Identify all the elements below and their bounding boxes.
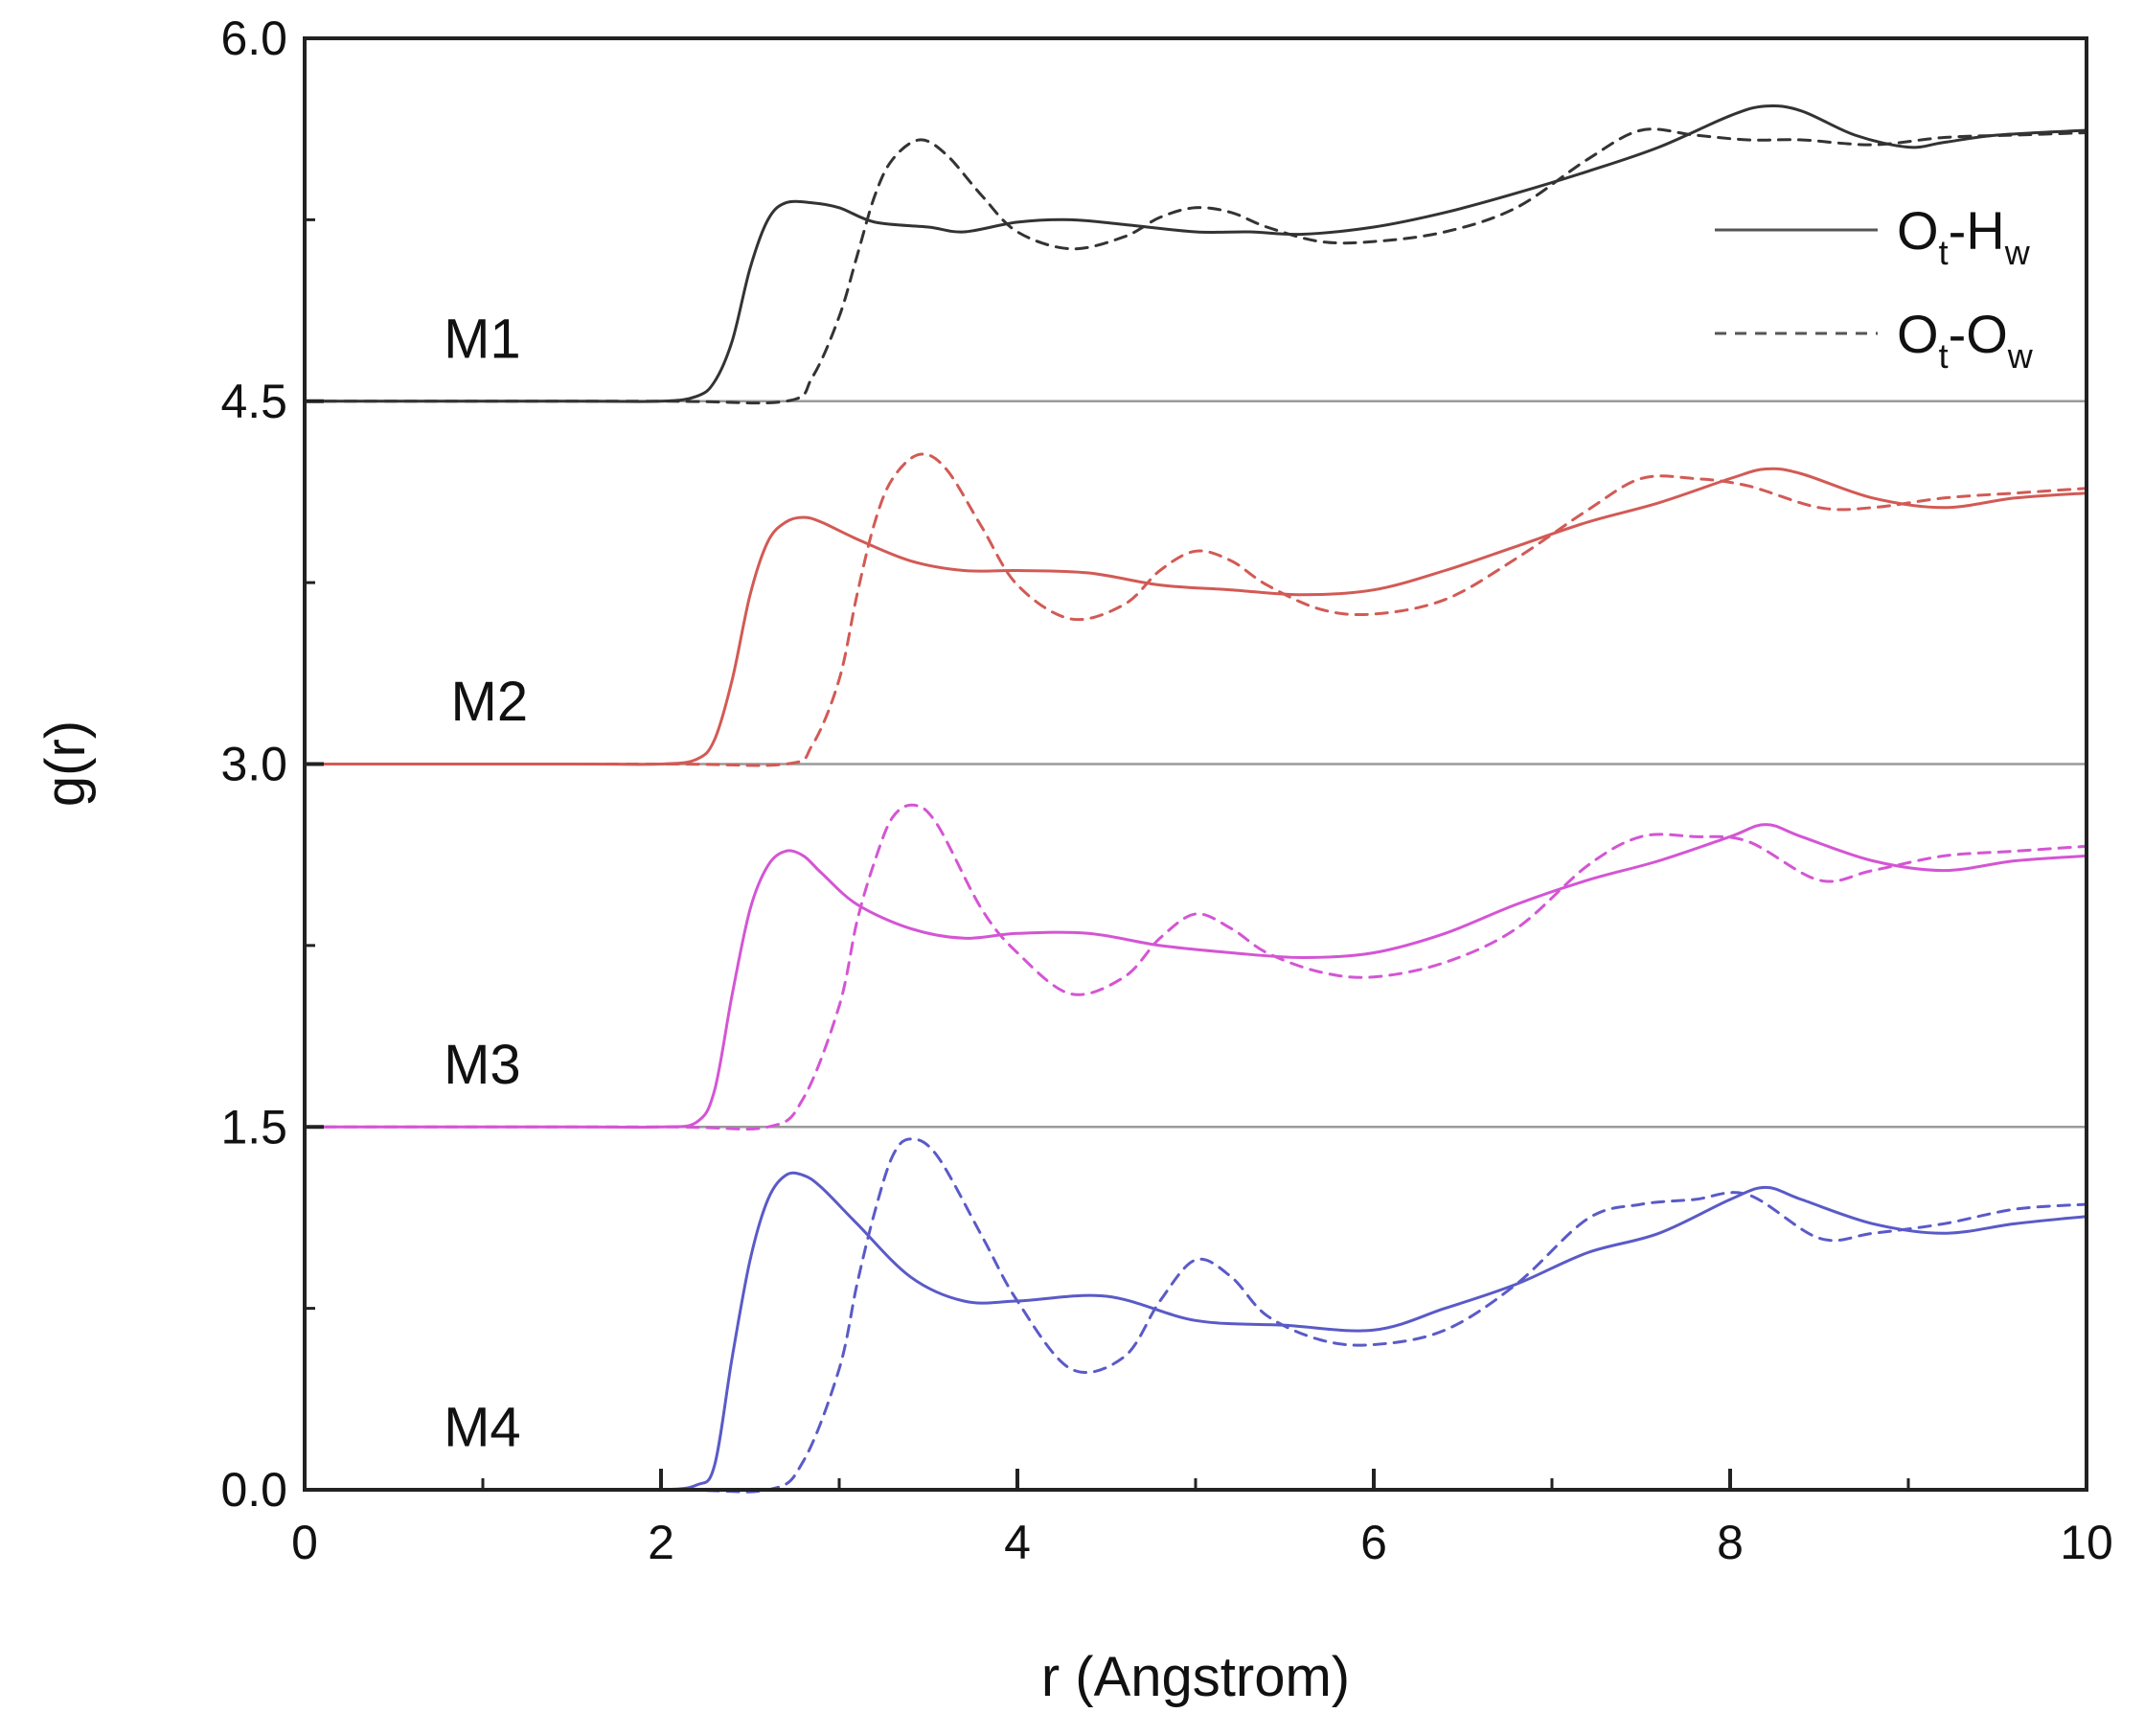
legend-label-ot-hw: Ot-Hw	[1897, 200, 2031, 272]
series-m4-ot-hw	[303, 1171, 2088, 1492]
y-tick-label-6.0: 6.0	[220, 11, 287, 65]
x-tick-label-10: 10	[2060, 1516, 2113, 1569]
series-m1-ot-ow	[303, 127, 2088, 405]
series-m3-ot-ow	[303, 803, 2088, 1131]
series-layer	[303, 103, 2088, 1494]
panel-label-m4: M4	[444, 1397, 521, 1459]
x-tick-label-2: 2	[648, 1516, 674, 1569]
legend-label-ot-ow: Ot-Ow	[1897, 304, 2034, 376]
series-m1-ot-hw	[303, 103, 2088, 403]
y-tick-label-4.5: 4.5	[220, 375, 287, 428]
x-axis-title: r (Angstrom)	[1041, 1646, 1350, 1708]
y-axis: 0.0 1.5 3.0 4.5 6.0	[220, 11, 324, 1517]
x-tick-label-6: 6	[1360, 1516, 1387, 1569]
y-tick-label-0.0: 0.0	[220, 1463, 287, 1517]
panel-label-m1: M1	[444, 308, 521, 370]
y-tick-label-1.5: 1.5	[220, 1100, 287, 1154]
y-axis-title: g(r)	[34, 720, 97, 807]
x-tick-label-4: 4	[1004, 1516, 1031, 1569]
panel-labels: M1 M2 M3 M4	[444, 308, 528, 1458]
x-tick-label-0: 0	[291, 1516, 318, 1569]
series-m2-ot-ow	[303, 452, 2088, 767]
legend: Ot-Hw Ot-Ow	[1715, 200, 2034, 376]
series-m4-ot-ow	[303, 1137, 2088, 1494]
x-axis: 0 2 4 6 8 10	[291, 1469, 2113, 1569]
panel-label-m3: M3	[444, 1034, 521, 1096]
series-m2-ot-hw	[303, 467, 2088, 766]
series-m3-ot-hw	[303, 823, 2088, 1130]
x-tick-label-8: 8	[1717, 1516, 1744, 1569]
y-tick-label-3.0: 3.0	[220, 738, 287, 791]
panel-label-m2: M2	[451, 671, 529, 733]
